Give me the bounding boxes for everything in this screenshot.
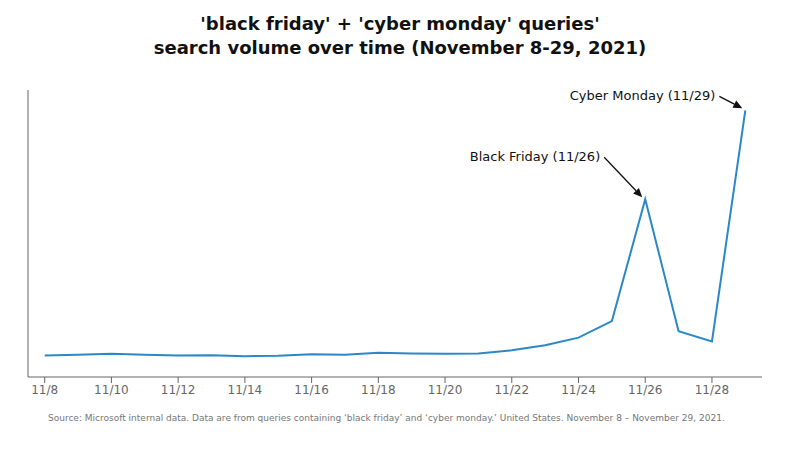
svg-text:11/8: 11/8 [31, 383, 58, 397]
svg-text:11/12: 11/12 [161, 383, 196, 397]
svg-text:Black Friday (11/26): Black Friday (11/26) [470, 149, 600, 164]
svg-text:11/18: 11/18 [361, 383, 396, 397]
svg-text:11/22: 11/22 [494, 383, 529, 397]
svg-text:Cyber Monday (11/29): Cyber Monday (11/29) [570, 88, 716, 103]
html-text:'black friday' + 'cyber monday: 'black friday' + 'cyber monday' queries' [200, 13, 600, 34]
html-text:search volume over time (Novem: search volume over time (November 8-29, … [153, 37, 647, 58]
svg-text:11/24: 11/24 [561, 383, 596, 397]
svg-text:11/20: 11/20 [428, 383, 463, 397]
html-text:Source: Microsoft internal dat: Source: Microsoft internal data. Data ar… [48, 413, 725, 423]
svg-text:11/26: 11/26 [628, 383, 663, 397]
svg-text:11/16: 11/16 [294, 383, 329, 397]
svg-text:11/10: 11/10 [94, 383, 129, 397]
svg-text:11/14: 11/14 [228, 383, 263, 397]
svg-text:11/28: 11/28 [695, 383, 730, 397]
